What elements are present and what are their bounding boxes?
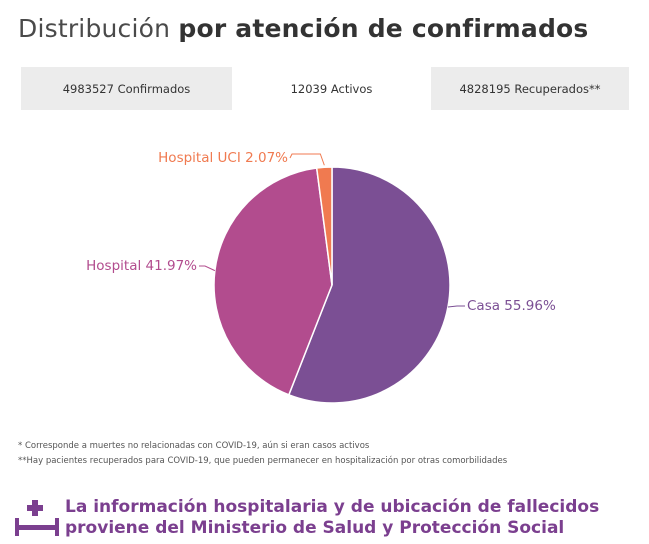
pie-chart: Casa 55.96% Hospital 41.97% Hospital UCI 2…: [86, 150, 556, 404]
pie-slice-hospital[interactable]: [213, 167, 333, 396]
footer-source: La información hospitalaria y de ubicaci…: [65, 497, 599, 539]
slice-label-hospital-uci: Hospital UCI 2.07%: [158, 150, 288, 166]
title-light: Distribución: [18, 14, 171, 43]
slice-label-casa: Casa 55.96%: [467, 298, 556, 314]
footer-line-2: proviene del Ministerio de Salud y Prote…: [65, 518, 565, 538]
leader-line-hospital: [199, 265, 216, 272]
tab-activos[interactable]: 12039 Activos: [232, 67, 431, 110]
page-title: Distribución por atención de confirmados: [18, 14, 589, 43]
tab-recuperados[interactable]: 4828195 Recuperados**: [459, 81, 601, 96]
title-bold: por atención de confirmados: [178, 14, 589, 43]
slice-label-hospital: Hospital 41.97%: [86, 258, 197, 274]
leader-line-casa: [447, 305, 465, 308]
footer-line-1: La información hospitalaria y de ubicaci…: [65, 497, 600, 517]
footnote-2: **Hay pacientes recuperados para COVID-1…: [18, 456, 508, 466]
hospital-bed-icon: [15, 500, 59, 536]
chart-area: Casa 55.96% Hospital 41.97% Hospital UCI 2…: [21, 110, 629, 481]
footnote-1: * Corresponde a muertes no relacionadas …: [18, 441, 370, 451]
distribution-panel: 4983527 Confirmados 12039 Activos 482819…: [21, 67, 629, 481]
pie-slice-hospital-uci[interactable]: [315, 166, 333, 286]
leader-line-hospital-uci: [289, 153, 325, 166]
tab-bar: 4983527 Confirmados 12039 Activos 482819…: [21, 67, 629, 110]
tab-confirmados[interactable]: 4983527 Confirmados: [62, 81, 191, 96]
